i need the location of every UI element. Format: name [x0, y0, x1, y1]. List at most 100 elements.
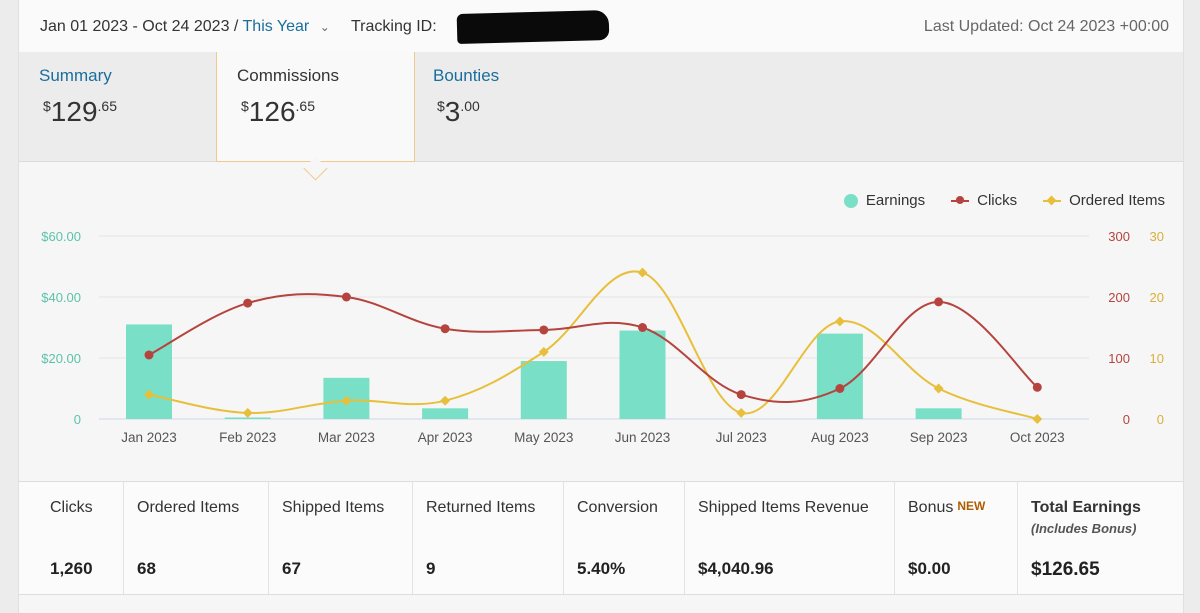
earnings-bar	[915, 408, 962, 419]
ordered-items-line	[148, 270, 1038, 420]
tracking-id-label: Tracking ID:	[351, 18, 437, 35]
summary-cents: .65	[97, 98, 117, 114]
left-axis-tick: 0	[74, 412, 81, 427]
stat-total-earnings-label: Total Earnings	[1031, 499, 1141, 516]
chevron-down-icon[interactable]: ⌄	[319, 20, 330, 34]
commissions-cents: .65	[295, 98, 315, 114]
clicks-line	[148, 293, 1038, 404]
ordered-items-point	[1032, 414, 1043, 424]
earnings-bar	[816, 333, 863, 419]
legend-ordered-items-label: Ordered Items	[1069, 192, 1165, 209]
earnings-bar	[126, 324, 172, 419]
right-axis-items-tick: 20	[1150, 290, 1164, 305]
summary-tabs: Summary $129.65 Commissions $126.65 Boun…	[19, 52, 1183, 162]
stat-shipped-revenue-label: Shipped Items Revenue	[698, 499, 869, 516]
earnings-bar	[224, 417, 271, 419]
clicks-point	[440, 324, 450, 334]
ordered-items-point	[144, 389, 154, 400]
stat-ordered-items-value: 68	[137, 559, 156, 578]
earnings-dot-icon	[843, 193, 858, 208]
x-axis-tick: May 2023	[514, 430, 573, 445]
range-preset-link[interactable]: This Year	[242, 18, 310, 35]
commissions-amount: $126.65	[241, 96, 315, 128]
ordered-items-point	[440, 395, 451, 406]
earnings-bar	[619, 330, 666, 419]
right-axis-clicks-tick: 0	[1123, 412, 1130, 427]
date-range-selector[interactable]: Jan 01 2023 - Oct 24 2023 / This Year ⌄	[40, 18, 330, 36]
x-axis-tick: Aug 2023	[811, 430, 869, 445]
ordered-items-point	[242, 407, 253, 418]
stat-ordered-items-label: Ordered Items	[137, 499, 240, 516]
stat-conversion: Conversion 5.40%	[563, 482, 685, 594]
ordered-items-diamond-icon	[1043, 195, 1062, 205]
legend-clicks-label: Clicks	[977, 192, 1018, 209]
right-axis-clicks-tick: 200	[1108, 290, 1130, 305]
earnings-chart: Earnings Clicks Ordered Items $60.00 $40.…	[19, 162, 1183, 480]
legend-clicks[interactable]: Clicks	[951, 192, 1017, 209]
legend-earnings-label: Earnings	[865, 192, 926, 209]
ordered-items-point	[637, 267, 648, 278]
bounties-currency: $	[437, 98, 445, 114]
chart-plot: $60.00$40.00$20.00030020010003020100Jan …	[41, 229, 1164, 445]
left-axis-tick: $60.00	[41, 229, 81, 244]
right-axis-clicks-tick: 300	[1108, 229, 1130, 244]
tab-bounties[interactable]: Bounties $3.00	[413, 52, 610, 161]
legend-ordered-items[interactable]: Ordered Items	[1043, 192, 1165, 209]
right-axis-items-tick: 10	[1150, 351, 1164, 366]
stat-clicks: Clicks 1,260	[19, 482, 124, 594]
clicks-point	[539, 325, 549, 335]
clicks-point	[835, 384, 845, 393]
ordered-items-point	[736, 407, 747, 418]
stat-shipped-revenue-value: $4,040.96	[698, 559, 774, 578]
stat-shipped-items: Shipped Items 67	[268, 482, 413, 594]
stat-returned-items: Returned Items 9	[412, 482, 564, 594]
stat-total-earnings: Total Earnings (Includes Bonus) $126.65	[1017, 482, 1183, 594]
bounties-cents: .00	[460, 98, 480, 114]
tab-bounties-label[interactable]: Bounties	[433, 66, 500, 85]
summary-currency: $	[43, 98, 51, 114]
commissions-currency: $	[241, 98, 249, 114]
bounties-amount: $3.00	[437, 96, 480, 128]
stat-conversion-value: 5.40%	[577, 559, 626, 578]
clicks-point	[1032, 382, 1042, 392]
clicks-point	[341, 292, 351, 302]
tab-summary[interactable]: Summary $129.65	[19, 52, 216, 161]
legend-earnings[interactable]: Earnings	[843, 192, 926, 209]
tab-commissions[interactable]: Commissions $126.65	[216, 52, 415, 162]
last-updated-text: Last Updated: Oct 24 2023 +00:00	[923, 18, 1169, 35]
date-range-text: Jan 01 2023 - Oct 24 2023 /	[40, 18, 239, 35]
stat-shipped-items-label: Shipped Items	[282, 499, 385, 516]
ordered-items-point	[538, 346, 549, 357]
tab-commissions-label[interactable]: Commissions	[237, 66, 340, 85]
ordered-items-point	[834, 316, 845, 327]
clicks-point	[934, 297, 944, 307]
earnings-bar	[520, 361, 567, 419]
stat-bonus-value: $0.00	[908, 559, 951, 578]
stat-returned-items-label: Returned Items	[426, 499, 536, 516]
commissions-dollars: 126	[248, 96, 296, 127]
x-axis-tick: Mar 2023	[318, 430, 375, 445]
stat-shipped-items-value: 67	[282, 559, 301, 578]
stat-bonus-label-wrap: Bonus NEW	[908, 499, 985, 517]
x-axis-tick: Sep 2023	[910, 430, 968, 445]
right-axis-items-tick: 0	[1157, 412, 1164, 427]
stats-row: Clicks 1,260 Ordered Items 68 Shipped It…	[19, 481, 1183, 595]
left-axis-tick: $20.00	[41, 351, 81, 366]
stat-bonus-label: Bonus	[908, 499, 954, 516]
right-axis-clicks-tick: 100	[1108, 351, 1130, 366]
right-axis-items-tick: 30	[1150, 229, 1164, 244]
tab-summary-label[interactable]: Summary	[39, 66, 112, 85]
tracking-id-redacted[interactable]	[456, 10, 610, 44]
stat-conversion-label: Conversion	[577, 499, 658, 516]
new-badge: NEW	[957, 499, 986, 513]
ordered-items-point	[933, 383, 944, 394]
stat-shipped-revenue: Shipped Items Revenue $4,040.96	[684, 482, 895, 594]
stat-returned-items-value: 9	[426, 559, 436, 578]
summary-amount: $129.65	[43, 96, 117, 128]
earnings-report-panel: Jan 01 2023 - Oct 24 2023 / This Year ⌄ …	[18, 0, 1184, 613]
clicks-point	[243, 298, 253, 308]
x-axis-tick: Jul 2023	[716, 430, 767, 445]
clicks-point	[638, 323, 647, 332]
earnings-bar	[422, 408, 469, 419]
x-axis-tick: Oct 2023	[1010, 430, 1065, 445]
